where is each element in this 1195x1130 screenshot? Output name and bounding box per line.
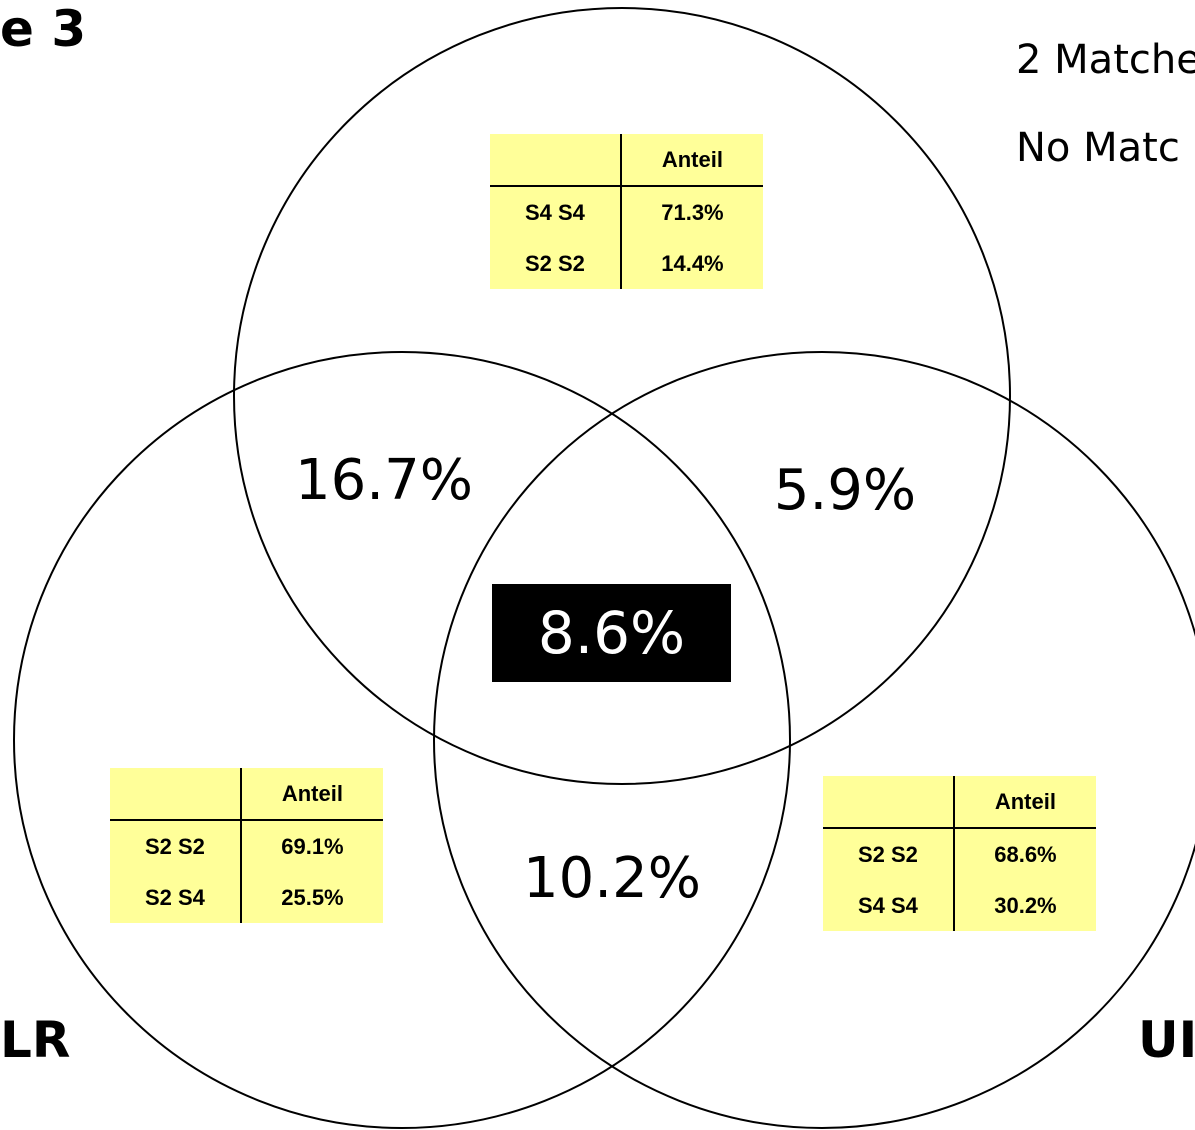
region-value-top-right: 5.9% [773,458,917,523]
legend-no-match: No Matc [1016,125,1180,171]
region-value-top-left: 16.7% [295,448,473,513]
region-value-bottom: 10.2% [523,846,701,911]
center-value-box: 8.6% [492,584,731,682]
table-row: S4 S4 71.3% [490,186,763,238]
center-value: 8.6% [537,599,686,667]
table-cell-value: 30.2% [952,880,1096,931]
top-circle [233,7,1011,785]
left-circle [13,351,791,1129]
legend-two-matches: 2 Matche [1016,37,1195,83]
table-row: S2 S2 14.4% [490,238,763,289]
table-right-header-empty [823,776,954,829]
table-row: S2 S2 69.1% [110,820,383,872]
page-title: e 3 [0,0,87,58]
table-cell-value: 69.1% [239,820,383,872]
table-cell-value: 25.5% [239,872,383,923]
table-left-header-anteil: Anteil [239,768,383,821]
right-circle [433,351,1195,1129]
table-row: S2 S4 25.5% [110,872,383,923]
table-right: Anteil S2 S2 68.6% S4 S4 30.2% [823,776,1096,931]
table-cell-label: S2 S4 [144,884,205,910]
table-row: S2 S2 68.6% [823,828,1096,880]
table-cell-label: S2 S2 [144,833,205,859]
table-left-header-empty [110,768,241,821]
table-cell-value: 71.3% [619,186,763,238]
table-cell-value: 68.6% [952,828,1096,880]
set-label-right: UI [1138,1011,1195,1069]
table-top: Anteil S4 S4 71.3% S2 S2 14.4% [490,134,763,289]
table-cell-label: S4 S4 [857,892,918,918]
table-cell-label: S2 S2 [857,841,918,867]
table-row: S4 S4 30.2% [823,880,1096,931]
table-cell-label: S4 S4 [524,199,585,225]
table-right-header-anteil: Anteil [952,776,1096,829]
table-cell-label: S2 S2 [524,250,585,276]
table-left: Anteil S2 S2 69.1% S2 S4 25.5% [110,768,383,923]
table-top-header-empty [490,134,621,187]
table-top-header-anteil: Anteil [619,134,763,187]
set-label-left: LR [0,1011,71,1069]
table-cell-value: 14.4% [619,238,763,289]
